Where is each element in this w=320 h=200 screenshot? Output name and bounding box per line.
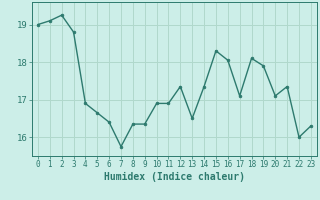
X-axis label: Humidex (Indice chaleur): Humidex (Indice chaleur): [104, 172, 245, 182]
